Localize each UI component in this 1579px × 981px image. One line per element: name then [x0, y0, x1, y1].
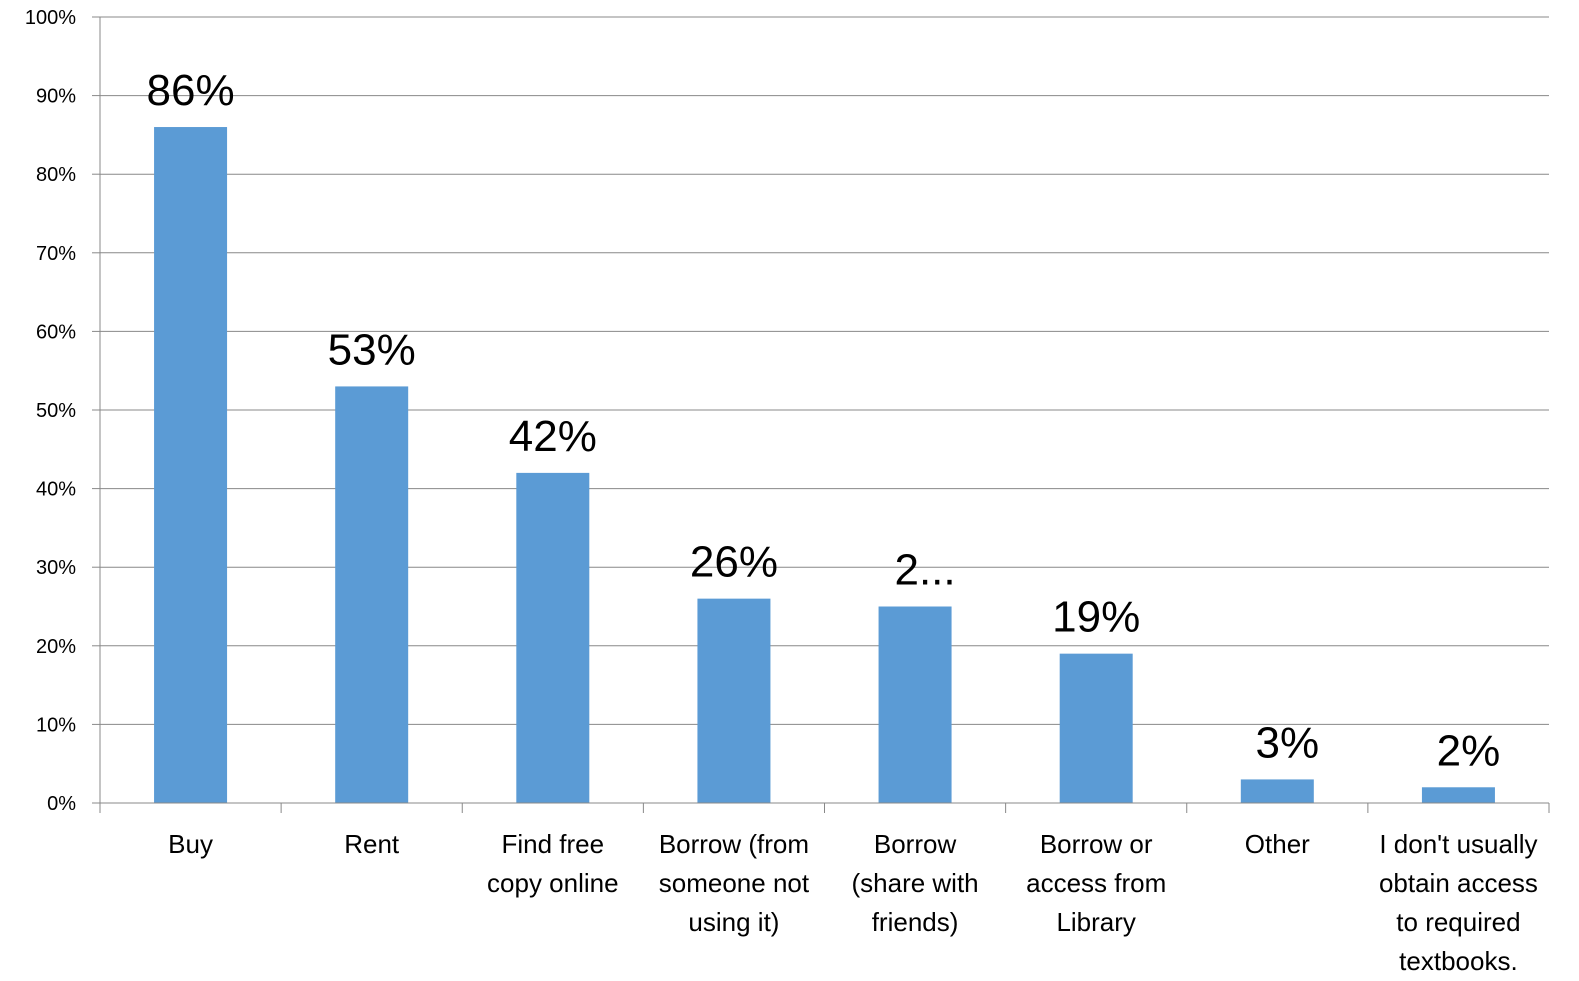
x-axis-ticks: Buy Rent Find free copy online Borrow (from s…	[168, 829, 1538, 976]
y-tick-label: 100%	[25, 7, 76, 29]
axes	[99, 17, 1550, 813]
x-tick-label-line: Borrow (from	[659, 829, 809, 859]
x-tick-label-line: someone not	[659, 868, 810, 898]
y-tick-label: 0%	[47, 793, 76, 815]
y-tick-label: 10%	[36, 714, 76, 736]
bar	[154, 127, 228, 804]
bar	[878, 606, 952, 803]
x-tick-label-line: to required	[1396, 907, 1520, 937]
bars	[154, 127, 1495, 804]
x-tick-label: Borrow (from someone not using it)	[659, 829, 810, 937]
x-tick-label: Find free copy online	[487, 829, 619, 898]
data-label: 86%	[147, 66, 235, 115]
x-tick-label: I don't usually obtain access to required t…	[1379, 829, 1538, 976]
data-label: 2%	[1437, 726, 1501, 775]
y-tick-label: 90%	[36, 86, 76, 108]
bar	[1421, 787, 1495, 803]
x-tick-label-line: Buy	[168, 829, 213, 859]
y-axis-ticks: 0% 10% 20% 30% 40% 50% 60% 70% 80% 90% 100%	[25, 7, 100, 815]
bar	[335, 386, 409, 803]
x-tick-label-line: I don't usually	[1379, 829, 1537, 859]
x-tick-label-line: (share with	[851, 868, 978, 898]
bar	[697, 598, 771, 803]
x-tick-label-line: textbooks.	[1399, 946, 1518, 976]
bar	[516, 472, 590, 803]
y-tick-label: 60%	[36, 321, 76, 343]
y-tick-label: 80%	[36, 164, 76, 186]
x-tick-label-line: obtain access	[1379, 868, 1538, 898]
x-tick-label-line: Other	[1245, 829, 1310, 859]
y-tick-label: 30%	[36, 557, 76, 579]
data-label: 2...	[894, 546, 955, 595]
y-tick-label: 70%	[36, 243, 76, 265]
x-tick-label-line: Find free	[502, 829, 605, 859]
y-tick-label: 20%	[36, 636, 76, 658]
x-tick-label-line: Library	[1056, 907, 1135, 937]
x-tick-label-line: access from	[1026, 868, 1166, 898]
data-label: 42%	[509, 412, 597, 461]
x-tick-label-line: Borrow or	[1040, 829, 1153, 859]
x-tick-label-line: using it)	[688, 907, 779, 937]
x-tick-label: Borrow or access from Library	[1026, 829, 1166, 937]
data-labels: 86% 53% 42% 26% 2... 19% 3% 2%	[147, 66, 1501, 775]
x-tick-label-line: copy online	[487, 868, 619, 898]
y-tick-label: 50%	[36, 400, 76, 422]
bar	[1059, 653, 1133, 803]
y-tick-label: 40%	[36, 479, 76, 501]
bar	[1240, 779, 1314, 803]
data-label: 3%	[1256, 718, 1320, 767]
data-label: 53%	[328, 325, 416, 374]
data-label: 19%	[1052, 593, 1140, 642]
x-tick-label: Borrow (share with friends)	[851, 829, 978, 937]
x-tick-label-line: Rent	[344, 829, 400, 859]
x-tick-label-line: friends)	[872, 907, 959, 937]
x-tick-label: Other	[1245, 829, 1310, 859]
data-label: 26%	[690, 538, 778, 587]
gridlines	[100, 16, 1549, 725]
x-tick-label-line: Borrow	[874, 829, 957, 859]
x-tick-label: Buy	[168, 829, 213, 859]
x-tick-label: Rent	[344, 829, 400, 859]
